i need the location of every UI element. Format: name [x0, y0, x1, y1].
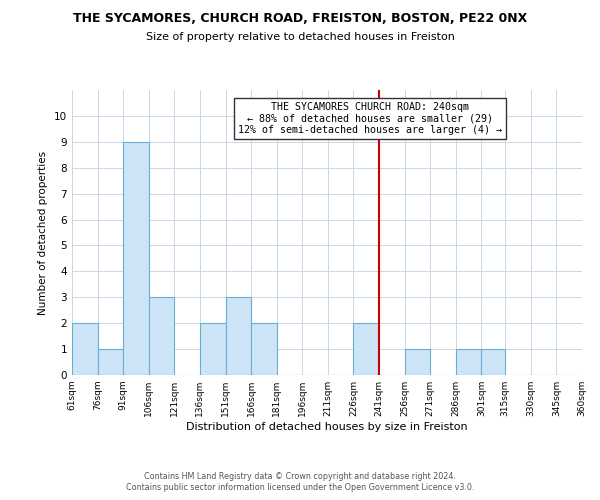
Bar [98, 349, 123, 375]
Bar [353, 323, 379, 375]
Bar [456, 349, 481, 375]
Bar [149, 298, 175, 375]
Text: Size of property relative to detached houses in Freiston: Size of property relative to detached ho… [146, 32, 454, 42]
Bar [123, 142, 149, 375]
Text: THE SYCAMORES CHURCH ROAD: 240sqm
← 88% of detached houses are smaller (29)
12% : THE SYCAMORES CHURCH ROAD: 240sqm ← 88% … [238, 102, 502, 135]
Text: Contains HM Land Registry data © Crown copyright and database right 2024.: Contains HM Land Registry data © Crown c… [144, 472, 456, 481]
Text: THE SYCAMORES, CHURCH ROAD, FREISTON, BOSTON, PE22 0NX: THE SYCAMORES, CHURCH ROAD, FREISTON, BO… [73, 12, 527, 26]
Bar [226, 298, 251, 375]
Y-axis label: Number of detached properties: Number of detached properties [38, 150, 49, 314]
Bar [251, 323, 277, 375]
X-axis label: Distribution of detached houses by size in Freiston: Distribution of detached houses by size … [186, 422, 468, 432]
Bar [404, 349, 430, 375]
Bar [72, 323, 98, 375]
Bar [481, 349, 505, 375]
Bar [200, 323, 226, 375]
Text: Contains public sector information licensed under the Open Government Licence v3: Contains public sector information licen… [126, 484, 474, 492]
